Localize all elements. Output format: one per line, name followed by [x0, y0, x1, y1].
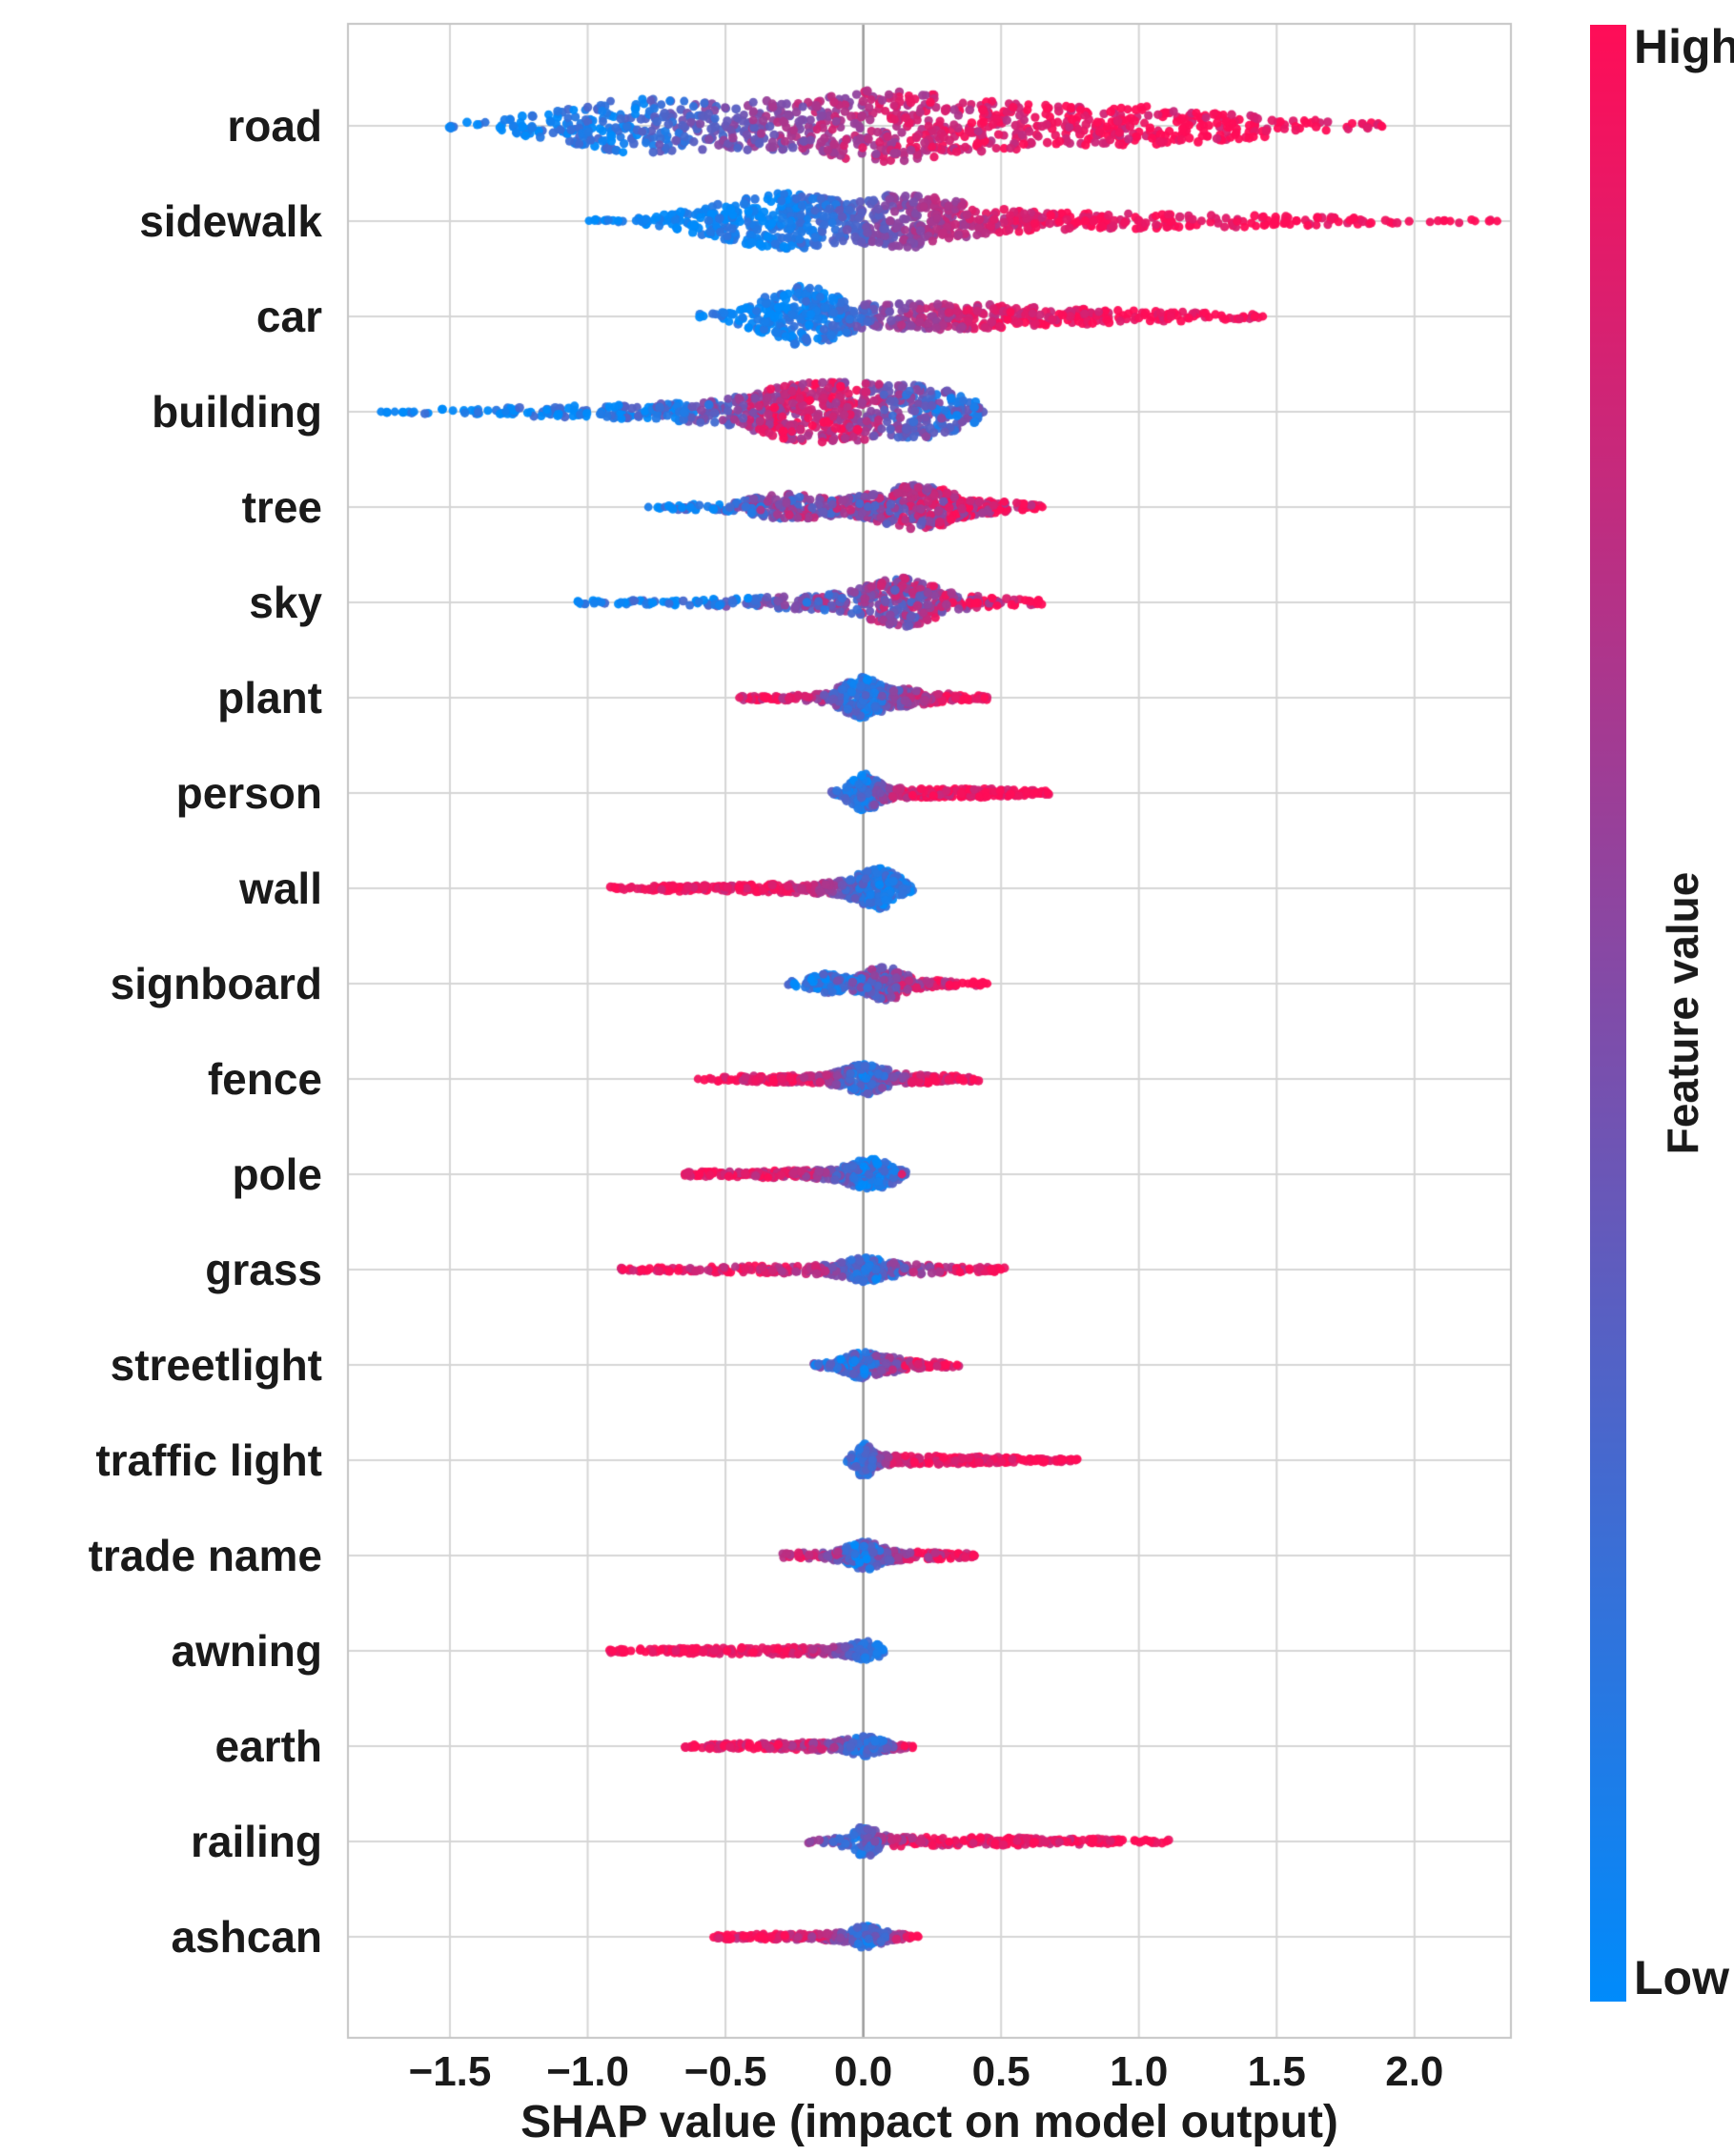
x-tick-label: 0.0 [834, 2048, 893, 2095]
colorbar-high-label: High [1634, 20, 1734, 73]
feature-label-sky: sky [249, 578, 322, 627]
feature-label-ashcan: ashcan [171, 1912, 322, 1962]
x-tick-label: −0.5 [683, 2048, 767, 2095]
feature-label-streetlight: streetlight [110, 1340, 322, 1390]
feature-value-colorbar [1590, 25, 1626, 2002]
feature-label-trade-name: trade name [88, 1531, 322, 1580]
feature-label-sidewalk: sidewalk [139, 196, 322, 246]
x-tick-label: −1.5 [408, 2048, 492, 2095]
feature-label-awning: awning [171, 1626, 322, 1676]
feature-label-fence: fence [207, 1054, 322, 1104]
feature-label-railing: railing [190, 1817, 322, 1866]
feature-label-wall: wall [239, 864, 322, 913]
feature-label-traffic-light: traffic light [95, 1435, 322, 1485]
x-tick-label: 1.0 [1110, 2048, 1169, 2095]
colorbar-low-label: Low [1634, 1951, 1729, 2004]
feature-label-grass: grass [205, 1245, 322, 1294]
feature-label-car: car [255, 292, 322, 341]
x-tick-label: 2.0 [1385, 2048, 1444, 2095]
x-tick-label: −1.0 [546, 2048, 629, 2095]
x-tick-label: 1.5 [1247, 2048, 1306, 2095]
feature-label-tree: tree [241, 482, 322, 532]
x-tick-label: 0.5 [971, 2048, 1030, 2095]
feature-label-signboard: signboard [110, 959, 322, 1008]
feature-label-person: person [175, 768, 322, 818]
x-axis-label: SHAP value (impact on model output) [520, 2097, 1338, 2147]
feature-label-earth: earth [214, 1721, 322, 1771]
feature-label-plant: plant [217, 673, 322, 722]
feature-label-pole: pole [232, 1149, 322, 1199]
feature-label-road: road [227, 101, 322, 151]
feature-label-building: building [152, 387, 322, 437]
colorbar-axis-label: Feature value [1658, 871, 1707, 1155]
